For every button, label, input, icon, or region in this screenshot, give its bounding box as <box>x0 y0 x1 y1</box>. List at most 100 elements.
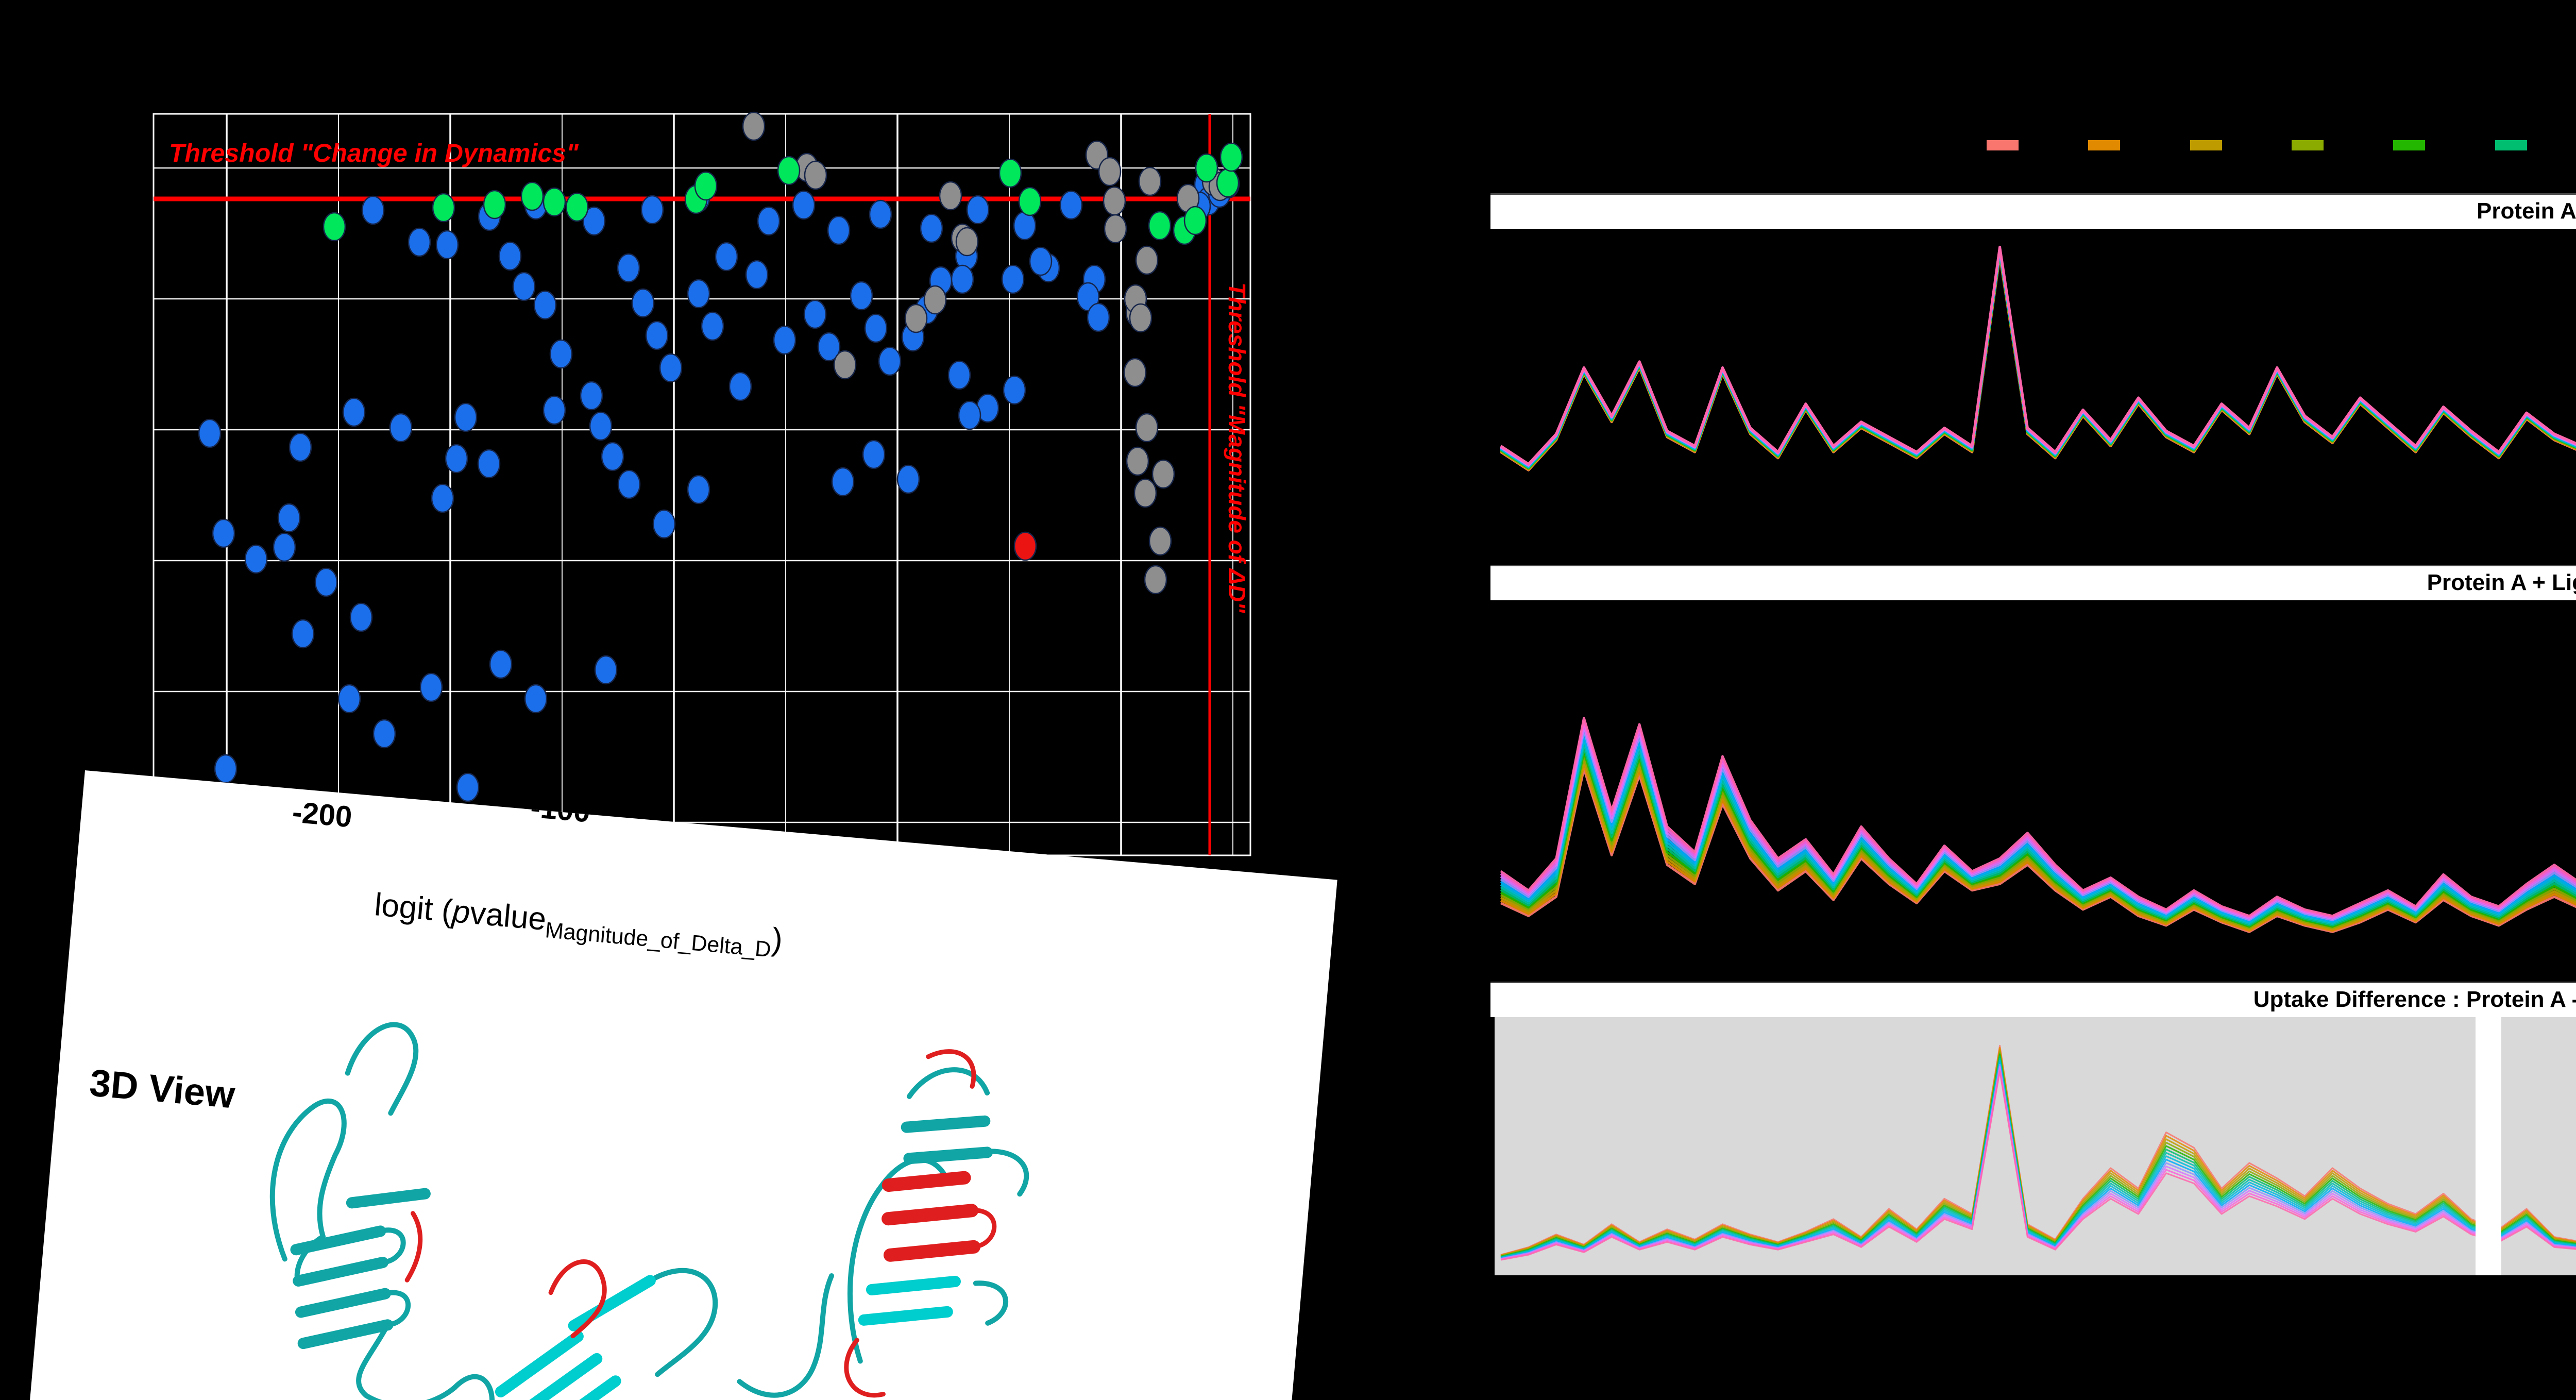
volcano-point-green[interactable] <box>998 158 1022 188</box>
volcano-point-green[interactable] <box>483 190 506 220</box>
volcano-point-blue[interactable] <box>601 442 624 471</box>
uptake-chart-protein-a-ligand[interactable] <box>1490 599 2576 974</box>
volcano-point-blue[interactable] <box>498 241 522 271</box>
volcano-point-blue[interactable] <box>951 264 974 294</box>
volcano-point-blue[interactable] <box>408 227 431 257</box>
legend-swatch-3[interactable] <box>2190 140 2222 150</box>
volcano-point-blue[interactable] <box>947 360 971 390</box>
volcano-point-green[interactable] <box>432 193 455 223</box>
volcano-point-blue[interactable] <box>1029 246 1053 276</box>
volcano-point-blue[interactable] <box>580 381 603 411</box>
volcano-point-green[interactable] <box>694 171 718 201</box>
volcano-point-blue[interactable] <box>337 684 361 714</box>
volcano-point-gray[interactable] <box>1098 157 1122 187</box>
volcano-point-gray[interactable] <box>1123 358 1147 387</box>
volcano-point-green[interactable] <box>1216 168 1240 198</box>
volcano-point-blue[interactable] <box>489 649 513 679</box>
volcano-point-blue[interactable] <box>652 509 676 539</box>
volcano-point-blue[interactable] <box>273 532 296 562</box>
volcano-point-blue[interactable] <box>617 469 641 499</box>
volcano-point-blue[interactable] <box>198 418 222 448</box>
volcano-point-blue[interactable] <box>543 395 566 425</box>
volcano-point-blue[interactable] <box>372 719 396 749</box>
volcano-point-gray[interactable] <box>1135 245 1159 275</box>
volcano-point-blue[interactable] <box>289 432 312 462</box>
volcano-point-blue[interactable] <box>277 503 301 533</box>
volcano-point-blue[interactable] <box>349 602 373 632</box>
volcano-point-blue[interactable] <box>715 242 738 272</box>
volcano-point-blue[interactable] <box>920 213 943 243</box>
volcano-point-blue[interactable] <box>640 195 664 225</box>
volcano-point-green[interactable] <box>1018 187 1042 216</box>
volcano-point-gray[interactable] <box>833 350 857 380</box>
volcano-point-blue[interactable] <box>1001 264 1025 294</box>
volcano-point-blue[interactable] <box>645 321 669 350</box>
legend-swatch-4[interactable] <box>2291 140 2324 150</box>
volcano-point-blue[interactable] <box>687 279 710 309</box>
volcano-point-blue[interactable] <box>445 444 468 474</box>
volcano-point-gray[interactable] <box>742 111 766 141</box>
volcano-point-blue[interactable] <box>1059 190 1083 220</box>
volcano-point-blue[interactable] <box>549 339 573 369</box>
volcano-point-green[interactable] <box>1183 206 1207 235</box>
volcano-point-blue[interactable] <box>212 518 235 548</box>
volcano-point-green[interactable] <box>1148 211 1172 241</box>
uptake-chart-protein-a[interactable] <box>1490 227 2576 562</box>
volcano-point-blue[interactable] <box>757 206 781 236</box>
volcano-point-gray[interactable] <box>904 303 928 333</box>
volcano-point-blue[interactable] <box>214 754 238 784</box>
volcano-point-blue[interactable] <box>431 483 454 513</box>
volcano-point-green[interactable] <box>323 212 346 242</box>
volcano-point-blue[interactable] <box>1087 302 1110 332</box>
volcano-point-blue[interactable] <box>701 311 724 341</box>
volcano-point-gray[interactable] <box>804 160 827 190</box>
volcano-point-blue[interactable] <box>803 299 827 329</box>
volcano-point-blue[interactable] <box>659 353 683 383</box>
volcano-point-gray[interactable] <box>1135 413 1159 443</box>
volcano-point-blue[interactable] <box>831 467 855 497</box>
volcano-point-blue[interactable] <box>594 655 618 685</box>
volcano-point-gray[interactable] <box>1104 214 1127 244</box>
volcano-point-blue[interactable] <box>869 199 892 229</box>
volcano-point-gray[interactable] <box>1138 166 1162 196</box>
3d-view-panel[interactable]: -200 -100 logit (pvalueMagnitude_of_Delt… <box>21 770 1337 1400</box>
volcano-point-blue[interactable] <box>291 619 315 649</box>
volcano-point-green[interactable] <box>520 181 544 211</box>
volcano-point-blue[interactable] <box>862 440 886 469</box>
volcano-point-blue[interactable] <box>864 313 888 343</box>
volcano-point-gray[interactable] <box>939 181 962 211</box>
volcano-point-blue[interactable] <box>389 413 413 443</box>
volcano-point-blue[interactable] <box>1013 211 1037 241</box>
volcano-point-red[interactable] <box>1013 531 1037 561</box>
volcano-point-blue[interactable] <box>512 272 536 301</box>
volcano-point-blue[interactable] <box>966 195 990 225</box>
volcano-point-gray[interactable] <box>1103 186 1126 216</box>
volcano-point-blue[interactable] <box>728 372 752 401</box>
volcano-point-blue[interactable] <box>687 475 710 504</box>
volcano-point-blue[interactable] <box>817 332 841 362</box>
volcano-point-gray[interactable] <box>1144 565 1167 595</box>
volcano-point-blue[interactable] <box>1076 282 1100 312</box>
volcano-point-blue[interactable] <box>827 215 851 245</box>
volcano-point-blue[interactable] <box>582 206 606 236</box>
volcano-point-blue[interactable] <box>533 290 557 320</box>
volcano-point-blue[interactable] <box>244 544 268 574</box>
volcano-point-green[interactable] <box>777 156 801 185</box>
volcano-point-blue[interactable] <box>617 253 640 283</box>
volcano-point-blue[interactable] <box>958 400 981 430</box>
legend-swatch-1[interactable] <box>1987 140 2019 150</box>
volcano-point-blue[interactable] <box>342 397 366 427</box>
volcano-point-blue[interactable] <box>454 402 478 432</box>
legend-swatch-2[interactable] <box>2088 140 2121 150</box>
volcano-point-blue[interactable] <box>745 260 769 290</box>
legend-swatch-5[interactable] <box>2393 140 2426 150</box>
volcano-point-blue[interactable] <box>524 684 548 714</box>
volcano-point-blue[interactable] <box>850 281 873 311</box>
volcano-point-gray[interactable] <box>1129 303 1153 333</box>
volcano-point-blue[interactable] <box>878 346 902 376</box>
volcano-point-blue[interactable] <box>477 449 501 479</box>
uptake-difference-chart[interactable] <box>1490 1016 2576 1275</box>
protein-ribbon-graphic[interactable] <box>209 976 1099 1400</box>
volcano-point-gray[interactable] <box>923 285 947 315</box>
volcano-point-blue[interactable] <box>792 190 816 220</box>
